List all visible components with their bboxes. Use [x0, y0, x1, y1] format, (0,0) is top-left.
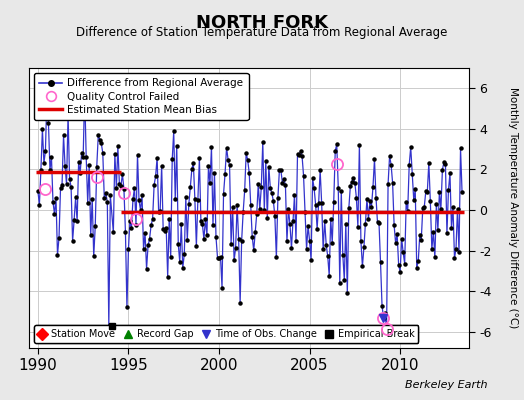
Y-axis label: Monthly Temperature Anomaly Difference (°C): Monthly Temperature Anomaly Difference (… — [508, 87, 518, 329]
Text: Difference of Station Temperature Data from Regional Average: Difference of Station Temperature Data f… — [77, 26, 447, 39]
Text: NORTH FORK: NORTH FORK — [196, 14, 328, 32]
Legend: Station Move, Record Gap, Time of Obs. Change, Empirical Break: Station Move, Record Gap, Time of Obs. C… — [34, 325, 419, 343]
Text: Berkeley Earth: Berkeley Earth — [405, 380, 487, 390]
